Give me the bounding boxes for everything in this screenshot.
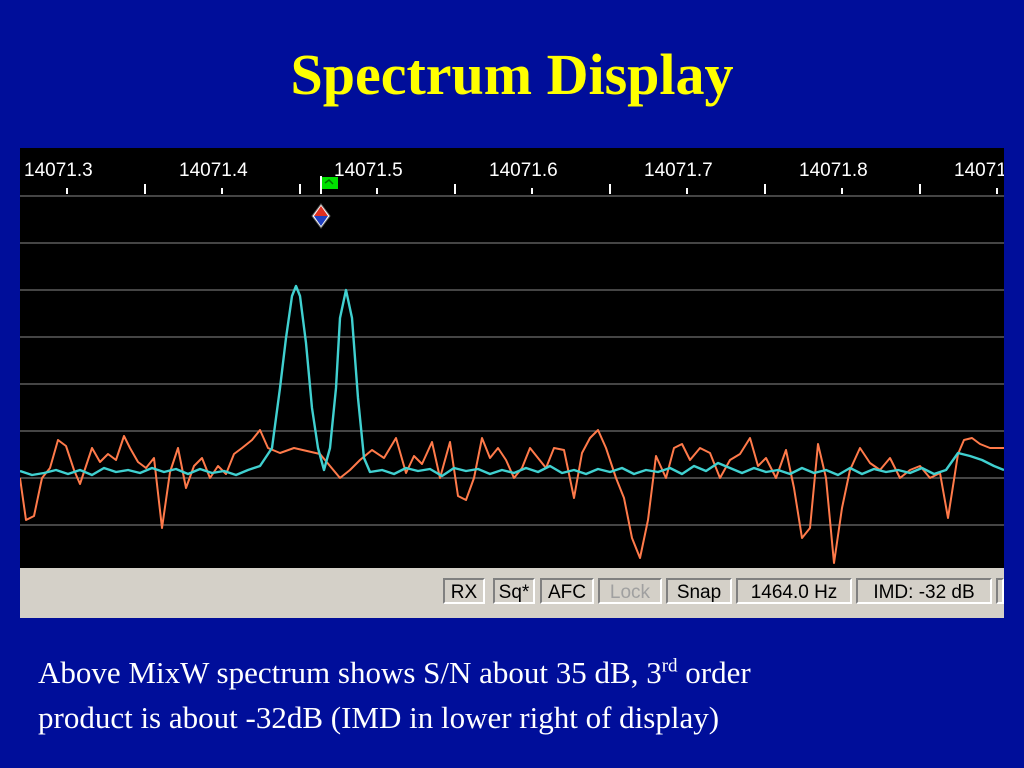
caption-line2: product is about -32dB (IMD in lower rig… [38, 700, 720, 735]
frequency-ticks [66, 184, 998, 194]
spectrum-trace-orange [20, 429, 1004, 564]
afc-button[interactable]: AFC [540, 578, 594, 604]
rx-button[interactable]: RX [443, 578, 485, 604]
frequency-scale: 14071.3 14071.4 14071.5 14071.6 14071.7 14071… [24, 160, 1004, 181]
frequency-readout: 1464.0 Hz [736, 578, 852, 604]
spectrum-display[interactable]: 14071.3 14071.4 14071.5 14071.6 14071.7 14071… [20, 148, 1004, 568]
spectrum-trace-cyan [20, 284, 1004, 478]
frequency-label: 14071.5 [334, 160, 403, 181]
mixw-spectrum-window: 14071.3 14071.4 14071.5 14071.6 14071.7 14071… [20, 148, 1004, 618]
caption-superscript: rd [661, 655, 678, 677]
slide-title: Spectrum Display [290, 42, 734, 107]
imd-readout: IMD: -32 dB [856, 578, 992, 604]
slide-caption: Above MixW spectrum shows S/N about 35 d… [38, 650, 998, 740]
green-flag-icon[interactable] [320, 176, 338, 194]
frequency-label: 14071.3 [24, 160, 93, 181]
frequency-label: 14071.4 [179, 160, 248, 181]
frequency-label: 14071.6 [489, 160, 558, 181]
lock-button[interactable]: Lock [598, 578, 662, 604]
status-panel-edge [996, 578, 1004, 604]
caption-line1-start: Above MixW spectrum shows S/N about 35 d… [38, 655, 662, 690]
snap-button[interactable]: Snap [666, 578, 732, 604]
squelch-button[interactable]: Sq* [493, 578, 535, 604]
frequency-label: 14071.9 [954, 160, 1004, 181]
caption-line1-end: order [677, 655, 751, 690]
frequency-label: 14071.7 [644, 160, 713, 181]
frequency-label: 14071.8 [799, 160, 868, 181]
status-bar: RX Sq* AFC Lock Snap 1464.0 Hz IMD: -32 … [20, 568, 1004, 618]
tuning-cursor-icon[interactable] [311, 203, 331, 229]
